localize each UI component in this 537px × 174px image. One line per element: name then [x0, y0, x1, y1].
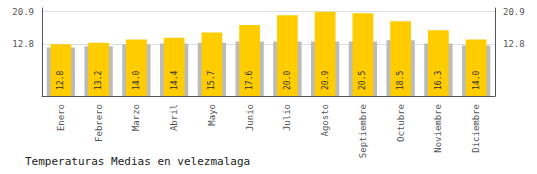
svg-text:Temperaturas Medias en velezma: Temperaturas Medias en velezmalaga — [25, 155, 250, 168]
svg-text:14.4: 14.4 — [170, 71, 179, 90]
svg-text:20.5: 20.5 — [358, 71, 367, 90]
svg-text:Octubre: Octubre — [396, 104, 406, 142]
svg-text:15.7: 15.7 — [207, 71, 216, 90]
svg-text:20.0: 20.0 — [283, 71, 292, 90]
svg-text:20.9: 20.9 — [321, 71, 330, 90]
svg-text:Septiembre: Septiembre — [358, 104, 368, 158]
svg-text:12.8: 12.8 — [503, 39, 525, 49]
svg-text:Febrero: Febrero — [94, 104, 104, 142]
svg-text:Mayo: Mayo — [207, 104, 217, 126]
svg-text:12.8: 12.8 — [56, 71, 65, 90]
svg-text:Diciembre: Diciembre — [471, 104, 481, 153]
svg-text:14.0: 14.0 — [472, 71, 481, 90]
svg-text:Marzo: Marzo — [131, 104, 141, 131]
svg-text:17.6: 17.6 — [245, 71, 254, 90]
svg-text:14.0: 14.0 — [132, 71, 141, 90]
svg-text:Enero: Enero — [56, 104, 66, 131]
svg-text:13.2: 13.2 — [94, 71, 103, 90]
svg-text:12.8: 12.8 — [12, 39, 34, 49]
svg-text:Noviembre: Noviembre — [433, 104, 443, 153]
svg-text:Abril: Abril — [169, 104, 179, 131]
svg-text:Julio: Julio — [282, 104, 292, 131]
svg-text:Junio: Junio — [245, 104, 255, 131]
svg-text:16.3: 16.3 — [434, 71, 443, 90]
svg-text:Agosto: Agosto — [320, 104, 330, 137]
svg-text:20.9: 20.9 — [12, 7, 34, 17]
svg-text:18.5: 18.5 — [396, 71, 405, 90]
svg-text:20.9: 20.9 — [503, 7, 525, 17]
